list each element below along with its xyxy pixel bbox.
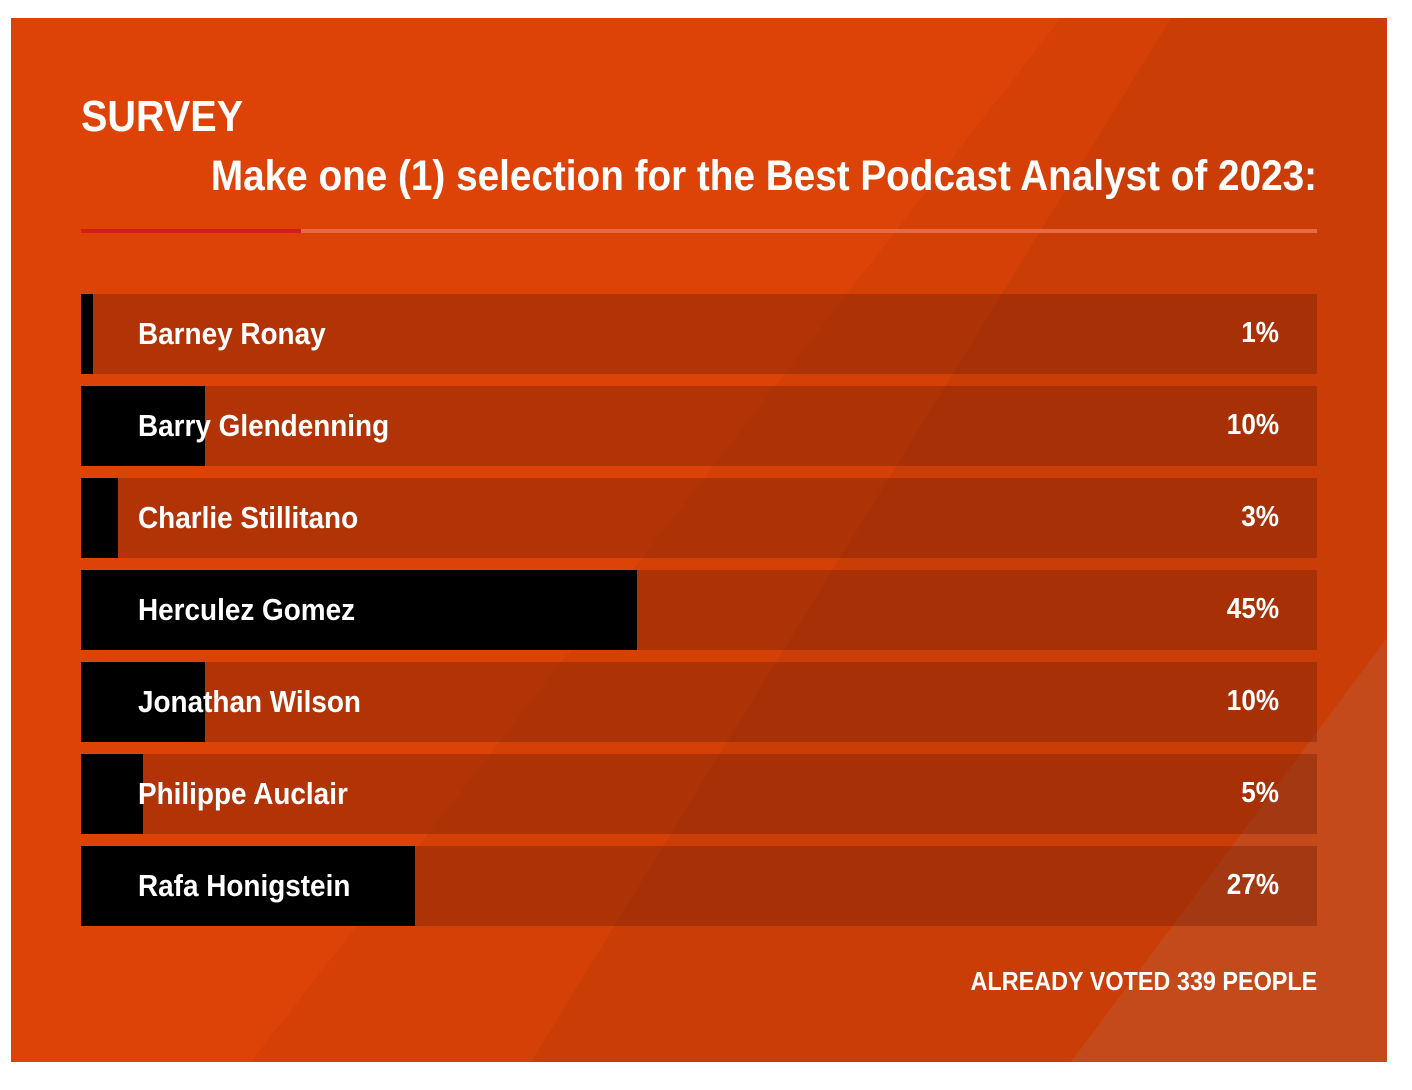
survey-option[interactable]: Charlie Stillitano 3% xyxy=(81,478,1317,558)
survey-content: SURVEY Make one (1) selection for the Be… xyxy=(81,18,1317,1062)
option-result-bar xyxy=(81,478,119,558)
survey-option[interactable]: Rafa Honigstein 27% xyxy=(81,846,1317,926)
option-label: Philippe Auclair xyxy=(138,776,348,811)
survey-card: SURVEY Make one (1) selection for the Be… xyxy=(11,18,1387,1062)
option-label: Jonathan Wilson xyxy=(138,684,361,719)
option-label: Rafa Honigstein xyxy=(138,868,351,903)
option-result-bar xyxy=(81,570,638,650)
option-percentage: 10% xyxy=(1226,685,1279,717)
survey-options-list: Barney Ronay 1% Barry Glendenning 10% Charli… xyxy=(81,294,1317,938)
option-label: Charlie Stillitano xyxy=(138,500,359,535)
option-percentage: 10% xyxy=(1226,409,1279,441)
survey-question: Make one (1) selection for the Best Podc… xyxy=(210,152,1317,200)
option-percentage: 1% xyxy=(1241,317,1279,349)
divider-accent xyxy=(81,229,301,233)
survey-option[interactable]: Jonathan Wilson 10% xyxy=(81,662,1317,742)
option-label: Herculez Gomez xyxy=(138,592,356,627)
option-percentage: 27% xyxy=(1226,869,1279,901)
survey-heading: SURVEY xyxy=(81,92,244,141)
option-percentage: 5% xyxy=(1241,777,1279,809)
divider xyxy=(81,229,1317,233)
option-label: Barry Glendenning xyxy=(138,408,390,443)
option-result-bar xyxy=(81,846,415,926)
option-label: Barney Ronay xyxy=(138,316,326,351)
survey-option[interactable]: Barry Glendenning 10% xyxy=(81,386,1317,466)
option-result-bar xyxy=(81,754,143,834)
option-result-bar xyxy=(81,386,205,466)
survey-option[interactable]: Barney Ronay 1% xyxy=(81,294,1317,374)
option-percentage: 3% xyxy=(1241,501,1279,533)
option-result-bar xyxy=(81,294,94,374)
option-percentage: 45% xyxy=(1226,593,1279,625)
survey-option[interactable]: Herculez Gomez 45% xyxy=(81,570,1317,650)
survey-option[interactable]: Philippe Auclair 5% xyxy=(81,754,1317,834)
voted-count: ALREADY VOTED 339 PEOPLE xyxy=(970,966,1317,996)
option-result-bar xyxy=(81,662,205,742)
